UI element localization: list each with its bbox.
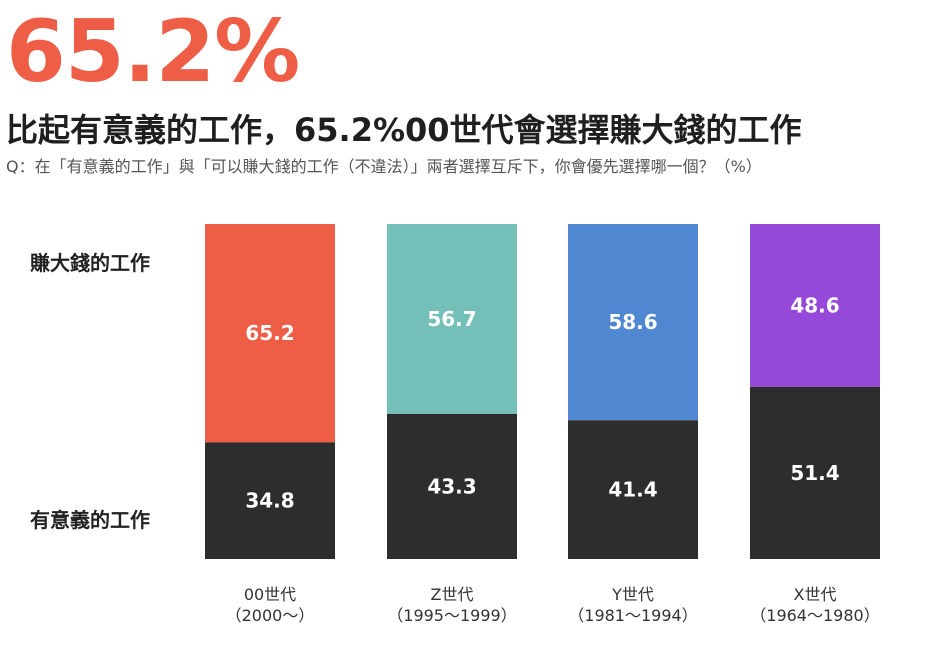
bar-segment-meaningful-0 — [205, 442, 335, 559]
category-range-0: （2000～） — [226, 606, 315, 625]
category-range-3: （1964～1980） — [750, 606, 879, 625]
survey-question: Q：在「有意義的工作」與「可以賺大錢的工作（不違法）」兩者選擇互斥下，你會優先選… — [6, 157, 762, 176]
data-label-money-0: 65.2 — [245, 321, 294, 345]
bar-segment-meaningful-2 — [568, 420, 698, 559]
bar-segment-meaningful-3 — [750, 386, 880, 559]
data-label-meaningful-1: 43.3 — [427, 474, 476, 498]
chart-headline: 比起有意義的工作，65.2%00世代會選擇賺大錢的工作 — [6, 111, 802, 149]
category-label-2: Y世代 — [611, 585, 654, 604]
series-label-meaningful: 有意義的工作 — [30, 508, 150, 532]
headline-percentage: 65.2% — [6, 2, 300, 102]
category-range-1: （1995～1999） — [387, 606, 516, 625]
bar-segment-money-0 — [205, 224, 335, 443]
bar-segment-money-2 — [568, 224, 698, 421]
data-label-money-1: 56.7 — [427, 307, 476, 331]
category-label-1: Z世代 — [431, 585, 474, 604]
data-label-money-2: 58.6 — [608, 310, 657, 334]
category-range-2: （1981～1994） — [568, 606, 697, 625]
bar-segment-money-3 — [750, 224, 880, 387]
category-label-3: X世代 — [794, 585, 837, 604]
bar-segment-meaningful-1 — [387, 413, 517, 559]
data-label-meaningful-3: 51.4 — [790, 461, 839, 485]
data-label-meaningful-2: 41.4 — [608, 478, 657, 502]
data-label-money-3: 48.6 — [790, 293, 839, 317]
data-label-meaningful-0: 34.8 — [245, 489, 294, 513]
category-label-0: 00世代 — [244, 585, 296, 604]
bar-segment-money-1 — [387, 224, 517, 414]
series-label-money: 賺大錢的工作 — [30, 251, 150, 275]
